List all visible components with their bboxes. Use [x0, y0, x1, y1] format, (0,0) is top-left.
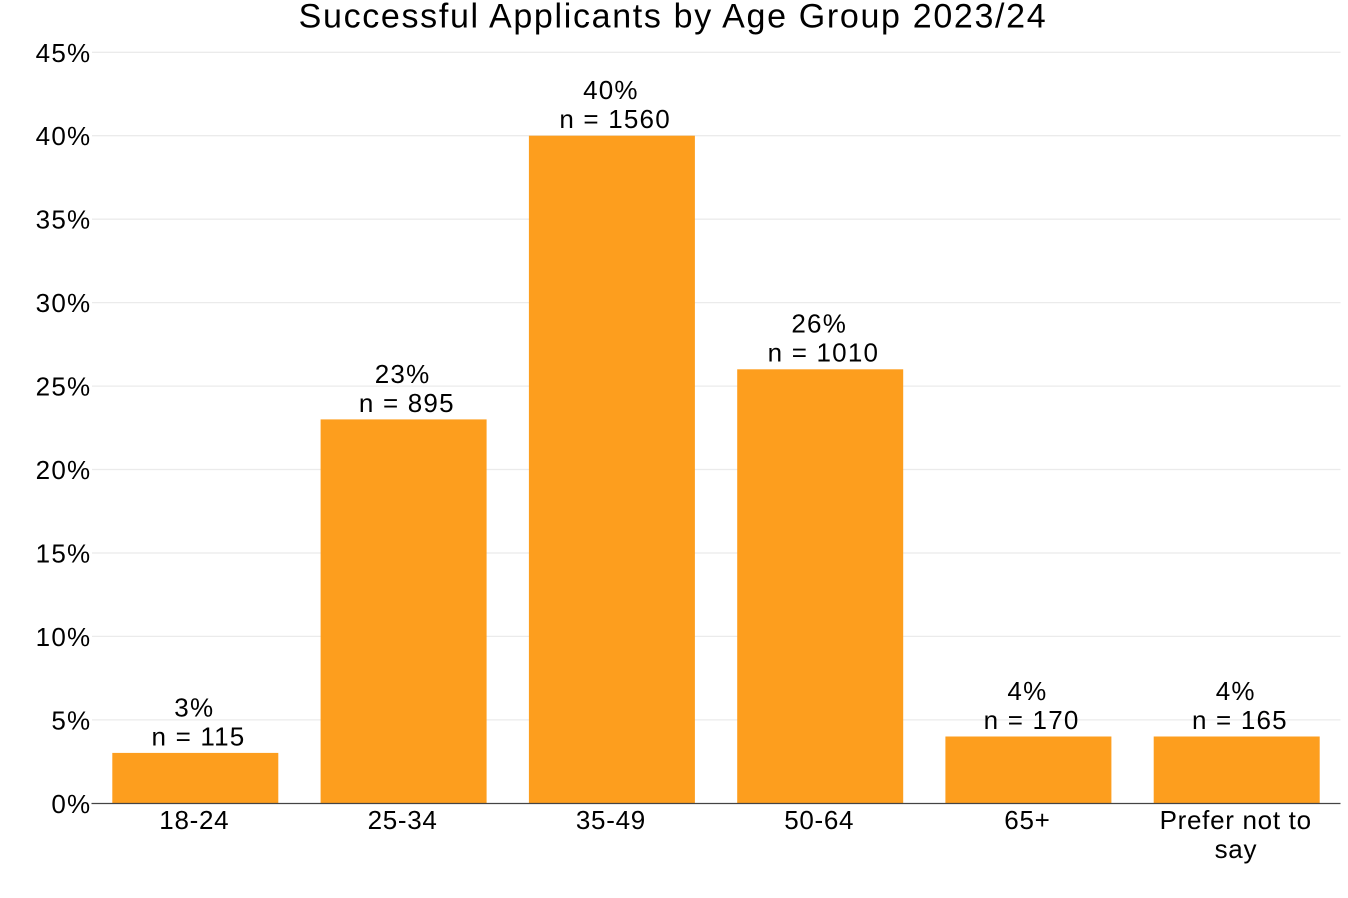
svg-text:n = 170: n = 170: [984, 705, 1080, 735]
svg-text:45%: 45%: [36, 38, 92, 68]
svg-text:4%: 4%: [1216, 676, 1256, 706]
svg-text:n = 1560: n = 1560: [559, 104, 671, 134]
svg-text:65+: 65+: [1004, 805, 1050, 835]
svg-text:25-34: 25-34: [368, 805, 438, 835]
svg-text:26%: 26%: [791, 309, 847, 339]
svg-text:40%: 40%: [583, 75, 639, 105]
svg-text:35-49: 35-49: [576, 805, 646, 835]
svg-text:20%: 20%: [36, 455, 92, 485]
svg-text:15%: 15%: [36, 539, 92, 569]
svg-text:10%: 10%: [36, 622, 92, 652]
svg-text:n = 895: n = 895: [359, 388, 455, 418]
svg-text:23%: 23%: [375, 359, 431, 389]
svg-text:40%: 40%: [36, 121, 92, 151]
svg-text:25%: 25%: [36, 372, 92, 402]
svg-text:18-24: 18-24: [159, 805, 229, 835]
svg-text:0%: 0%: [51, 789, 91, 819]
svg-text:n = 165: n = 165: [1192, 705, 1288, 735]
svg-text:50-64: 50-64: [784, 805, 854, 835]
svg-text:35%: 35%: [36, 205, 92, 235]
svg-text:3%: 3%: [174, 692, 214, 722]
svg-text:30%: 30%: [36, 288, 92, 318]
svg-text:say: say: [1215, 834, 1258, 864]
svg-text:n = 1010: n = 1010: [768, 338, 880, 368]
svg-text:5%: 5%: [51, 705, 91, 735]
svg-text:Prefer not to: Prefer not to: [1160, 805, 1312, 835]
svg-text:Successful Applicants by Age G: Successful Applicants by Age Group 2023/…: [299, 0, 1048, 36]
svg-text:4%: 4%: [1007, 676, 1047, 706]
svg-text:n = 115: n = 115: [152, 721, 246, 751]
